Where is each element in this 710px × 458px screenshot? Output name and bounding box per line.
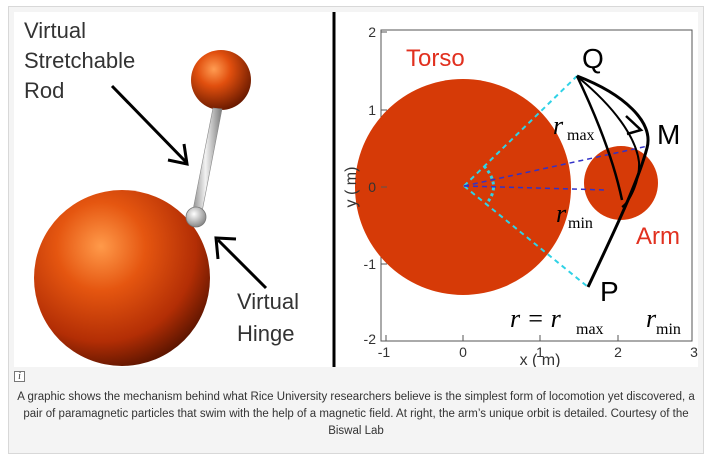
xtick-label: 1	[536, 344, 544, 360]
ytick-label: -2	[364, 331, 377, 347]
equation-lhs: r = r	[510, 304, 562, 333]
hinge-arrow	[216, 238, 268, 290]
ytick-label: -1	[364, 256, 377, 272]
hinge-joint	[185, 206, 207, 228]
small-sphere	[191, 50, 251, 110]
rmin-subscript: min	[568, 215, 593, 232]
x-axis-label: x ( m)	[520, 352, 561, 367]
label-hinge-line1: Virtual	[237, 289, 299, 314]
mechanism-illustration: Virtual Stretchable Rod Virtual Hinge	[24, 18, 299, 366]
rod-arrowhead	[167, 143, 189, 166]
stretchable-rod	[191, 107, 223, 218]
y-ticks	[381, 31, 387, 342]
label-rod-line2: Stretchable	[24, 48, 135, 73]
equation-sub: max	[576, 321, 604, 338]
orbit-inner	[575, 75, 624, 201]
arm-label: Arm	[636, 223, 680, 250]
point-p-label: P	[600, 276, 619, 307]
x-ticks	[385, 335, 693, 341]
torso-circle	[355, 79, 571, 295]
ytick-label: 2	[368, 24, 376, 40]
equation-rhs-sub: min	[656, 321, 681, 338]
ray-to-m	[463, 145, 649, 187]
info-icon[interactable]: i	[14, 371, 25, 382]
rod-arrow	[110, 84, 188, 164]
torso-label: Torso	[406, 45, 465, 72]
orbit-outer	[576, 74, 650, 288]
rmax-r: r	[553, 111, 564, 140]
orbit-inner-2	[578, 77, 641, 208]
arm-circle	[584, 146, 658, 220]
xtick-label: 2	[614, 344, 622, 360]
figure-image: Virtual Stretchable Rod Virtual Hinge	[14, 12, 698, 367]
xtick-label: 3	[690, 344, 698, 360]
orbit-plot: Torso Arm Q M P r max r min r = r max r …	[343, 24, 698, 367]
ytick-label: 0	[368, 179, 376, 195]
orbit-arrowhead	[625, 115, 644, 136]
rmax-subscript: max	[567, 127, 595, 144]
xtick-label: 0	[459, 344, 467, 360]
label-rod-line3: Rod	[24, 78, 64, 103]
rmin-symbol: r	[556, 199, 567, 228]
figure-caption: A graphic shows the mechanism behind wha…	[17, 391, 695, 437]
hinge-arrowhead	[214, 236, 237, 260]
xtick-label: -1	[378, 344, 391, 360]
point-m-label: M	[657, 119, 680, 150]
equation-rhs: r	[646, 304, 657, 333]
rmax-symbol: r	[553, 111, 564, 140]
big-sphere	[34, 190, 210, 366]
label-rod-line1: Virtual	[24, 18, 86, 43]
ray-min	[463, 185, 607, 191]
point-q-label: Q	[582, 43, 604, 74]
rmin-r: r	[556, 199, 567, 228]
ytick-label: 1	[368, 102, 376, 118]
angle-arc	[482, 164, 495, 205]
label-hinge-line2: Hinge	[237, 321, 294, 346]
y-axis-label: y ( m)	[343, 167, 360, 208]
